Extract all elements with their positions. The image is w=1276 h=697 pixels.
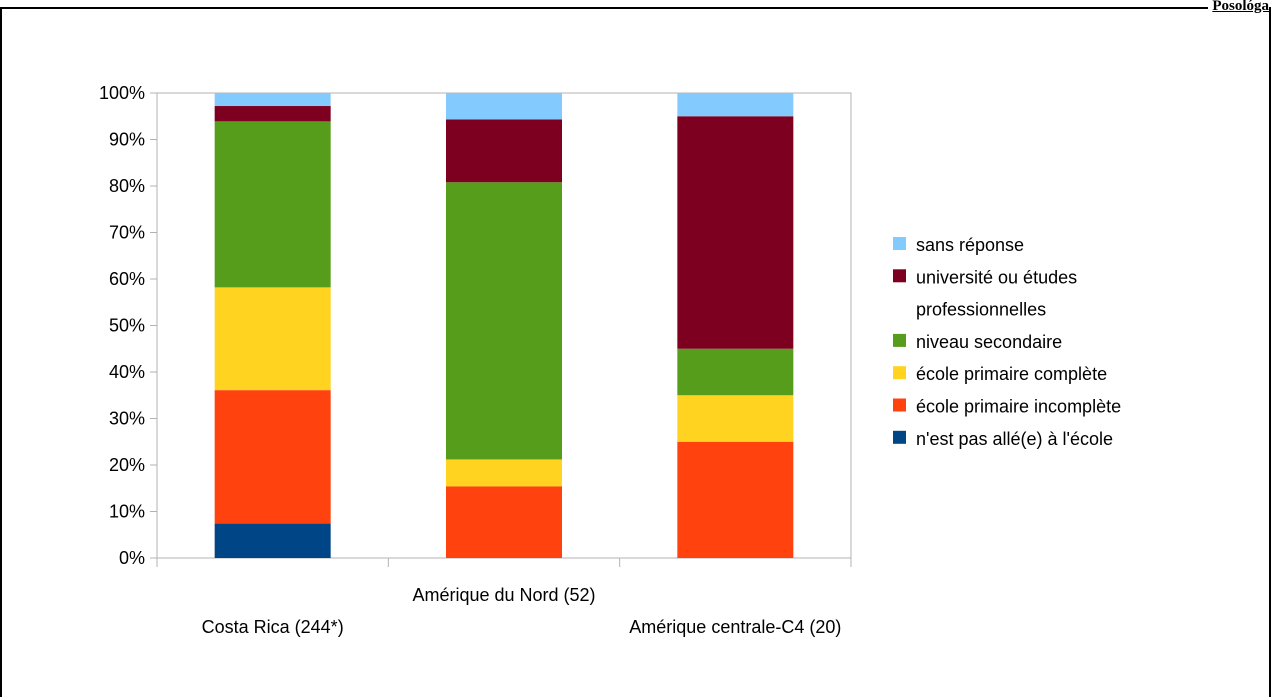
bar-segment bbox=[214, 93, 331, 107]
plot-area: 0% 10% 20% 30% 40% 50% 60% 70% 80% 90% 100% Costa R… bbox=[99, 83, 852, 637]
legend-label: sans réponse bbox=[916, 235, 1024, 255]
y-tick-label: 40% bbox=[109, 362, 145, 382]
x-category-label: Costa Rica (244*) bbox=[202, 617, 344, 637]
y-tick-label: 70% bbox=[109, 223, 145, 243]
legend-label: école primaire incomplète bbox=[916, 397, 1121, 417]
bar-segment bbox=[214, 121, 331, 288]
y-tick-label: 20% bbox=[109, 455, 145, 475]
y-tick-label: 10% bbox=[109, 502, 145, 522]
bar-segment bbox=[214, 287, 331, 391]
bar-segment bbox=[446, 93, 562, 120]
bar-segment bbox=[214, 390, 331, 524]
y-tick-label: 90% bbox=[109, 130, 145, 150]
bar-segment bbox=[446, 459, 562, 487]
y-tick-label: 60% bbox=[109, 269, 145, 289]
bar-segment bbox=[446, 486, 562, 558]
legend-swatch bbox=[893, 430, 906, 444]
bar-segment bbox=[677, 441, 794, 558]
bar-segment bbox=[677, 116, 794, 349]
legend-label: université ou études bbox=[916, 267, 1077, 287]
corner-label: Posológa bbox=[1208, 0, 1269, 15]
legend-swatch bbox=[893, 366, 906, 380]
x-category-label: Amérique du Nord (52) bbox=[412, 585, 595, 605]
y-tick-label: 0% bbox=[119, 548, 145, 568]
y-tick-label: 50% bbox=[109, 316, 145, 336]
bar-segment bbox=[446, 182, 562, 460]
bar-segment bbox=[446, 119, 562, 183]
bar-segment bbox=[677, 395, 794, 442]
legend-swatch bbox=[893, 333, 906, 347]
y-tick-label: 30% bbox=[109, 409, 145, 429]
legend-swatch bbox=[893, 398, 906, 412]
legend-label: école primaire complète bbox=[916, 364, 1107, 384]
bar-segment bbox=[677, 93, 794, 117]
legend-swatch bbox=[893, 237, 906, 250]
legend-label: n'est pas allé(e) à l'école bbox=[916, 429, 1113, 449]
legend-swatch bbox=[893, 269, 906, 283]
bar-segment bbox=[214, 106, 331, 122]
stacked-bar-chart: 0% 10% 20% 30% 40% 50% 60% 70% 80% 90% 100% Costa R… bbox=[99, 83, 1121, 637]
bar-segment bbox=[214, 523, 331, 558]
x-category-label: Amérique centrale-C4 (20) bbox=[629, 617, 841, 637]
legend: sans réponse université ou études professi… bbox=[893, 235, 1121, 449]
y-tick-label: 100% bbox=[99, 83, 145, 103]
legend-label: professionnelles bbox=[916, 300, 1046, 320]
legend-label: niveau secondaire bbox=[916, 332, 1062, 352]
y-tick-label: 80% bbox=[109, 176, 145, 196]
bar-segment bbox=[677, 348, 794, 396]
